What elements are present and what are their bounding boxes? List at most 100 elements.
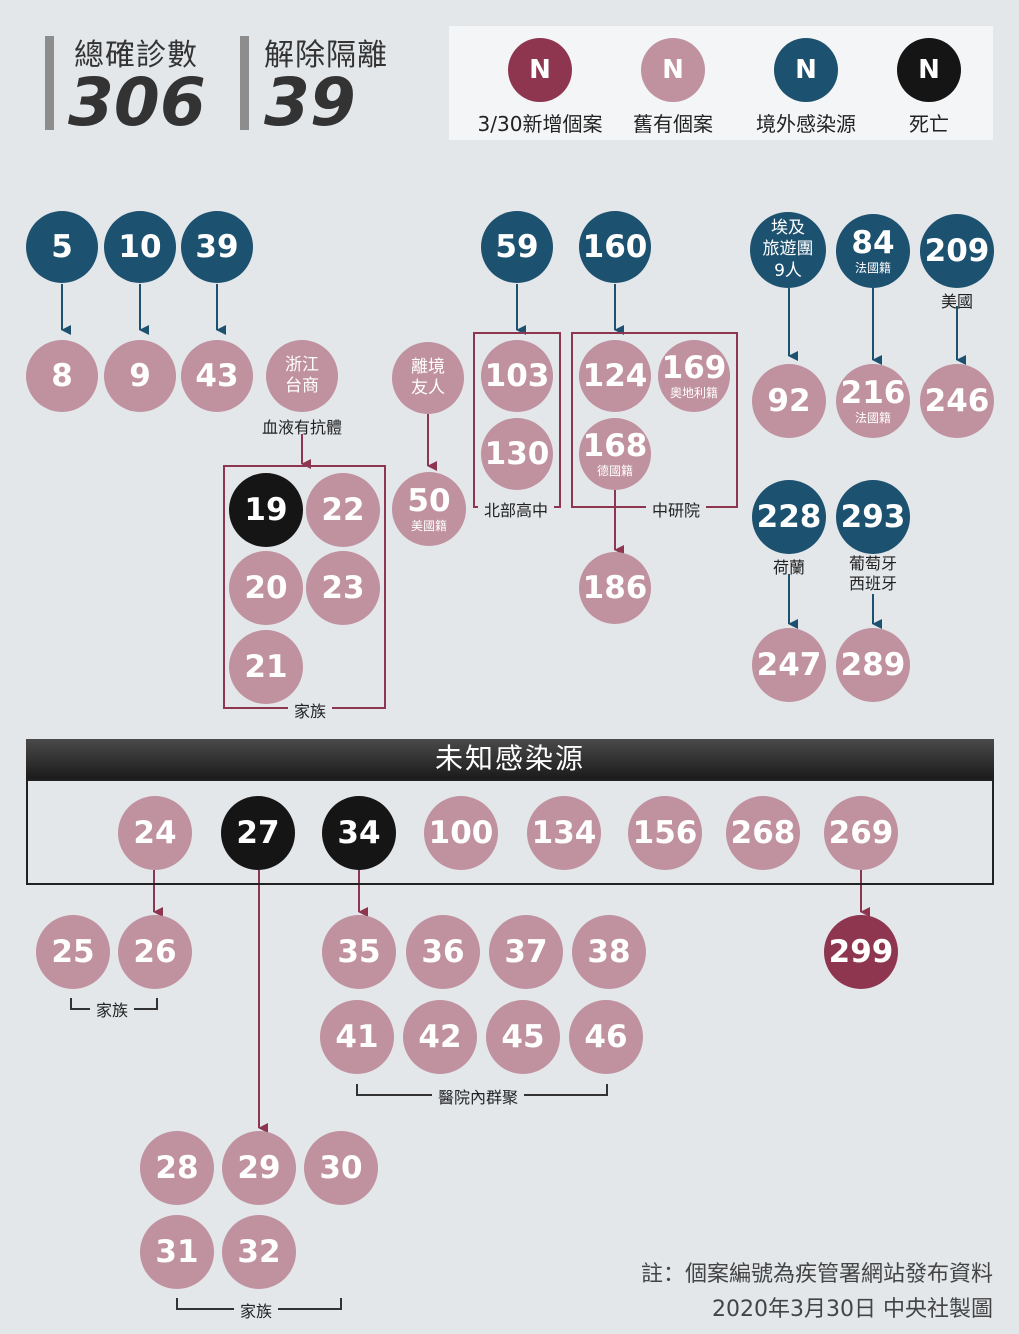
- case-circle: 289: [836, 628, 910, 702]
- footer-note: 註：個案編號為疾管署網站發布資料: [640, 1262, 993, 1287]
- case-number: 84: [851, 225, 895, 261]
- case-circle-departed-friend: 離境 友人: [392, 342, 464, 414]
- case-circle: 84 法國籍: [836, 214, 910, 288]
- label-blood-antibody: 血液有抗體: [261, 418, 342, 437]
- stat-divider: [240, 36, 249, 130]
- case-circle: 130: [481, 418, 553, 490]
- case-circle: 20: [229, 551, 303, 625]
- case-number: 50: [407, 483, 451, 519]
- legend-swatch: N: [897, 38, 961, 102]
- case-circle: 9: [104, 340, 176, 412]
- case-circle: 32: [222, 1215, 296, 1289]
- case-circle: 5: [26, 211, 98, 283]
- case-circle: 36: [406, 915, 480, 989]
- legend-old-case: N 舊有個案: [603, 26, 743, 137]
- case-circle: 293: [836, 480, 910, 554]
- case-nationality: 美國: [940, 292, 973, 311]
- unknown-source-box: [26, 779, 994, 885]
- label-family: 家族: [288, 698, 333, 722]
- case-circle: 42: [403, 1000, 477, 1074]
- case-circle: 35: [322, 915, 396, 989]
- case-circle: 216 法國籍: [836, 364, 910, 438]
- case-circle: 22: [306, 473, 380, 547]
- legend-swatch: N: [641, 38, 705, 102]
- legend-label: 境外感染源: [756, 112, 856, 136]
- case-circle: 124: [579, 340, 651, 412]
- case-circle: 246: [920, 364, 994, 438]
- case-circle: 34: [322, 796, 396, 870]
- case-nationality: 德國籍: [596, 464, 633, 478]
- case-circle: 41: [320, 1000, 394, 1074]
- case-nationality: 法國籍: [854, 411, 891, 425]
- case-nationality: 荷蘭: [772, 558, 805, 577]
- confirmed-value: 306: [68, 64, 206, 141]
- case-circle: 169 奧地利籍: [658, 340, 730, 412]
- stat-divider: [45, 36, 54, 130]
- case-number: 169: [661, 350, 727, 386]
- legend-label: 死亡: [909, 112, 949, 136]
- case-circle: 31: [140, 1215, 214, 1289]
- case-circle: 100: [424, 796, 498, 870]
- label-north-school: 北部高中: [478, 497, 555, 521]
- case-circle: 28: [140, 1131, 214, 1205]
- case-circle: 43: [181, 340, 253, 412]
- label-family: 家族: [90, 997, 135, 1021]
- legend-label: 3/30新增個案: [477, 112, 603, 136]
- case-circle: 209: [920, 214, 994, 288]
- case-circle: 50 美國籍: [392, 472, 466, 546]
- case-circle: 29: [222, 1131, 296, 1205]
- confirmed-label: 總確診數: [74, 38, 198, 73]
- unknown-source-header: 未知感染源: [26, 739, 994, 779]
- case-circle: 26: [118, 915, 192, 989]
- legend: N 3/30新增個案 N 舊有個案 N 境外感染源 N 死亡: [449, 26, 993, 140]
- case-circle: 92: [752, 364, 826, 438]
- case-nationality: 奧地利籍: [669, 386, 718, 400]
- footer-credit: 2020年3月30日 中央社製圖: [712, 1297, 993, 1322]
- case-circle: 38: [572, 915, 646, 989]
- case-circle: 25: [36, 915, 110, 989]
- label-academia: 中研院: [646, 497, 707, 521]
- case-circle: 160: [579, 211, 651, 283]
- case-nationality: 法國籍: [854, 261, 891, 275]
- case-circle: 269: [824, 796, 898, 870]
- case-circle: 59: [481, 211, 553, 283]
- case-circle: 45: [486, 1000, 560, 1074]
- released-label: 解除隔離: [264, 38, 388, 73]
- label-family: 家族: [234, 1298, 279, 1322]
- case-circle-egypt-tour: 埃及 旅遊團 9人: [750, 212, 826, 288]
- case-circle: 247: [752, 628, 826, 702]
- legend-label: 舊有個案: [633, 112, 713, 136]
- case-circle: 186: [579, 552, 651, 624]
- case-circle: 103: [481, 340, 553, 412]
- case-circle: 23: [306, 551, 380, 625]
- case-circle: 168 德國籍: [579, 418, 651, 490]
- legend-imported: N 境外感染源: [736, 26, 876, 137]
- case-circle-zhejiang: 浙江 台商: [266, 340, 338, 412]
- case-circle: 21: [229, 630, 303, 704]
- case-circle-new: 299: [824, 915, 898, 989]
- label-hospital-cluster: 醫院內群聚: [432, 1084, 525, 1108]
- case-circle: 39: [181, 211, 253, 283]
- case-circle: 268: [726, 796, 800, 870]
- case-circle: 30: [304, 1131, 378, 1205]
- case-circle: 24: [118, 796, 192, 870]
- legend-death: N 死亡: [859, 26, 999, 137]
- legend-swatch: N: [774, 38, 838, 102]
- released-value: 39: [264, 64, 356, 141]
- case-circle: 46: [569, 1000, 643, 1074]
- case-circle: 27: [221, 796, 295, 870]
- legend-new-case: N 3/30新增個案: [470, 26, 610, 137]
- legend-swatch: N: [508, 38, 572, 102]
- case-nationality: 葡萄牙 西班牙: [848, 554, 897, 593]
- case-circle: 37: [489, 915, 563, 989]
- case-number: 168: [582, 428, 648, 464]
- case-circle: 10: [104, 211, 176, 283]
- case-nationality: 美國籍: [410, 519, 447, 533]
- case-circle: 228: [752, 480, 826, 554]
- case-circle: 134: [527, 796, 601, 870]
- case-number: 216: [840, 375, 906, 411]
- case-circle: 19: [229, 473, 303, 547]
- case-circle: 8: [26, 340, 98, 412]
- case-circle: 156: [628, 796, 702, 870]
